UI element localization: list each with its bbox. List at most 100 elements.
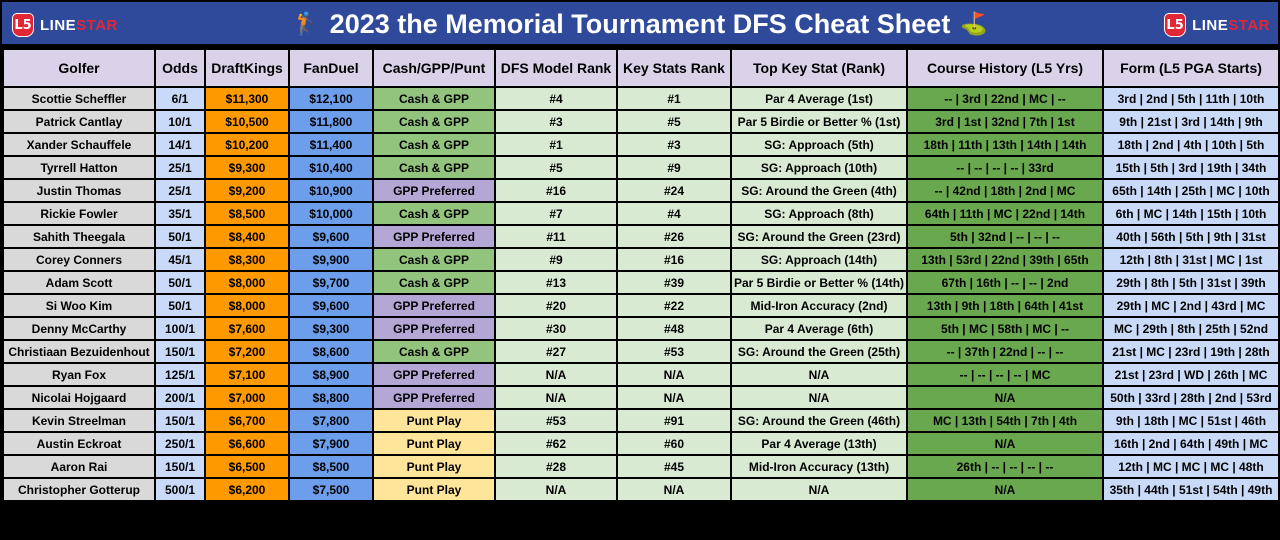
golfer-name: Kevin Streelman bbox=[2, 408, 156, 433]
golfer-name: Austin Eckroat bbox=[2, 431, 156, 456]
fanduel-salary: $9,600 bbox=[288, 293, 374, 318]
key-stats-rank-cell: N/A bbox=[616, 385, 732, 410]
title-banner: L5 LINESTAR 🏌 2023 the Memorial Tourname… bbox=[2, 2, 1278, 46]
col-header-model-rank: DFS Model Rank bbox=[494, 48, 618, 88]
fanduel-salary: $11,800 bbox=[288, 109, 374, 134]
model-rank-cell: #53 bbox=[494, 408, 618, 433]
golfer-name: Si Woo Kim bbox=[2, 293, 156, 318]
top-key-stat-cell: Par 4 Average (6th) bbox=[730, 316, 908, 341]
course-history-cell: 3rd | 1st | 32nd | 7th | 1st bbox=[906, 109, 1104, 134]
odds-cell: 10/1 bbox=[154, 109, 206, 134]
odds-cell: 200/1 bbox=[154, 385, 206, 410]
top-key-stat-cell: Par 4 Average (1st) bbox=[730, 86, 908, 111]
key-stats-rank-cell: #91 bbox=[616, 408, 732, 433]
table-row: Si Woo Kim 50/1 $8,000 $9,600 GPP Preferred #… bbox=[2, 293, 1280, 318]
top-key-stat-cell: SG: Around the Green (4th) bbox=[730, 178, 908, 203]
draftkings-salary: $8,400 bbox=[204, 224, 290, 249]
play-type-cell: GPP Preferred bbox=[372, 293, 496, 318]
golf-flag-icon: ⛳ bbox=[960, 11, 988, 36]
golfer-name: Adam Scott bbox=[2, 270, 156, 295]
golfer-name: Sahith Theegala bbox=[2, 224, 156, 249]
form-cell: MC | 29th | 8th | 25th | 52nd bbox=[1102, 316, 1280, 341]
draftkings-salary: $11,300 bbox=[204, 86, 290, 111]
course-history-cell: 5th | MC | 58th | MC | -- bbox=[906, 316, 1104, 341]
key-stats-rank-cell: #9 bbox=[616, 155, 732, 180]
draftkings-salary: $7,200 bbox=[204, 339, 290, 364]
course-history-cell: N/A bbox=[906, 431, 1104, 456]
table-row: Tyrrell Hatton 25/1 $9,300 $10,400 Cash & GP… bbox=[2, 155, 1280, 180]
col-header-key-stats-rank: Key Stats Rank bbox=[616, 48, 732, 88]
draftkings-salary: $8,000 bbox=[204, 293, 290, 318]
course-history-cell: -- | 37th | 22nd | -- | -- bbox=[906, 339, 1104, 364]
odds-cell: 500/1 bbox=[154, 477, 206, 502]
form-cell: 12th | MC | MC | MC | 48th bbox=[1102, 454, 1280, 479]
play-type-cell: Cash & GPP bbox=[372, 155, 496, 180]
draftkings-salary: $9,200 bbox=[204, 178, 290, 203]
play-type-cell: Cash & GPP bbox=[372, 132, 496, 157]
table-row: Sahith Theegala 50/1 $8,400 $9,600 GPP Prefe… bbox=[2, 224, 1280, 249]
form-cell: 6th | MC | 14th | 15th | 10th bbox=[1102, 201, 1280, 226]
odds-cell: 150/1 bbox=[154, 408, 206, 433]
fanduel-salary: $7,500 bbox=[288, 477, 374, 502]
form-cell: 21st | MC | 23rd | 19th | 28th bbox=[1102, 339, 1280, 364]
top-key-stat-cell: SG: Around the Green (25th) bbox=[730, 339, 908, 364]
fanduel-salary: $10,900 bbox=[288, 178, 374, 203]
fanduel-salary: $7,800 bbox=[288, 408, 374, 433]
odds-cell: 35/1 bbox=[154, 201, 206, 226]
key-stats-rank-cell: #45 bbox=[616, 454, 732, 479]
top-key-stat-cell: N/A bbox=[730, 385, 908, 410]
odds-cell: 50/1 bbox=[154, 293, 206, 318]
draftkings-salary: $9,300 bbox=[204, 155, 290, 180]
key-stats-rank-cell: #5 bbox=[616, 109, 732, 134]
play-type-cell: GPP Preferred bbox=[372, 178, 496, 203]
form-cell: 18th | 2nd | 4th | 10th | 5th bbox=[1102, 132, 1280, 157]
linestar-badge-icon: L5 bbox=[12, 13, 34, 37]
golfer-icon: 🏌 bbox=[292, 11, 320, 36]
table-header-row: Golfer Odds DraftKings FanDuel Cash/GPP/… bbox=[2, 48, 1280, 88]
col-header-golfer: Golfer bbox=[2, 48, 156, 88]
key-stats-rank-cell: #1 bbox=[616, 86, 732, 111]
top-key-stat-cell: Mid-Iron Accuracy (13th) bbox=[730, 454, 908, 479]
model-rank-cell: N/A bbox=[494, 477, 618, 502]
course-history-cell: -- | 42nd | 18th | 2nd | MC bbox=[906, 178, 1104, 203]
course-history-cell: -- | -- | -- | -- | MC bbox=[906, 362, 1104, 387]
fanduel-salary: $8,500 bbox=[288, 454, 374, 479]
draftkings-salary: $7,000 bbox=[204, 385, 290, 410]
odds-cell: 50/1 bbox=[154, 270, 206, 295]
play-type-cell: Cash & GPP bbox=[372, 247, 496, 272]
page-title-row: 🏌 2023 the Memorial Tournament DFS Cheat… bbox=[2, 2, 1278, 46]
table-row: Patrick Cantlay 10/1 $10,500 $11,800 Cash & … bbox=[2, 109, 1280, 134]
page-title: 2023 the Memorial Tournament DFS Cheat S… bbox=[329, 8, 951, 39]
table-row: Kevin Streelman 150/1 $6,700 $7,800 Punt Pla… bbox=[2, 408, 1280, 433]
odds-cell: 25/1 bbox=[154, 178, 206, 203]
col-header-play-type: Cash/GPP/Punt bbox=[372, 48, 496, 88]
linestar-logo-right: L5 LINESTAR bbox=[1164, 13, 1270, 37]
table-body: Scottie Scheffler 6/1 $11,300 $12,100 Cash &… bbox=[2, 86, 1280, 502]
golfer-name: Patrick Cantlay bbox=[2, 109, 156, 134]
draftkings-salary: $8,500 bbox=[204, 201, 290, 226]
top-key-stat-cell: SG: Approach (10th) bbox=[730, 155, 908, 180]
fanduel-salary: $9,700 bbox=[288, 270, 374, 295]
fanduel-salary: $7,900 bbox=[288, 431, 374, 456]
model-rank-cell: #11 bbox=[494, 224, 618, 249]
table-row: Xander Schauffele 14/1 $10,200 $11,400 Cash … bbox=[2, 132, 1280, 157]
draftkings-salary: $7,100 bbox=[204, 362, 290, 387]
course-history-cell: MC | 13th | 54th | 7th | 4th bbox=[906, 408, 1104, 433]
form-cell: 12th | 8th | 31st | MC | 1st bbox=[1102, 247, 1280, 272]
form-cell: 9th | 21st | 3rd | 14th | 9th bbox=[1102, 109, 1280, 134]
golfer-name: Justin Thomas bbox=[2, 178, 156, 203]
play-type-cell: Punt Play bbox=[372, 408, 496, 433]
form-cell: 35th | 44th | 51st | 54th | 49th bbox=[1102, 477, 1280, 502]
golfer-name: Aaron Rai bbox=[2, 454, 156, 479]
model-rank-cell: #9 bbox=[494, 247, 618, 272]
table-row: Austin Eckroat 250/1 $6,600 $7,900 Punt Play… bbox=[2, 431, 1280, 456]
form-cell: 29th | MC | 2nd | 43rd | MC bbox=[1102, 293, 1280, 318]
model-rank-cell: N/A bbox=[494, 385, 618, 410]
top-key-stat-cell: Mid-Iron Accuracy (2nd) bbox=[730, 293, 908, 318]
golfer-name: Scottie Scheffler bbox=[2, 86, 156, 111]
form-cell: 9th | 18th | MC | 51st | 46th bbox=[1102, 408, 1280, 433]
form-cell: 65th | 14th | 25th | MC | 10th bbox=[1102, 178, 1280, 203]
play-type-cell: Punt Play bbox=[372, 454, 496, 479]
odds-cell: 25/1 bbox=[154, 155, 206, 180]
